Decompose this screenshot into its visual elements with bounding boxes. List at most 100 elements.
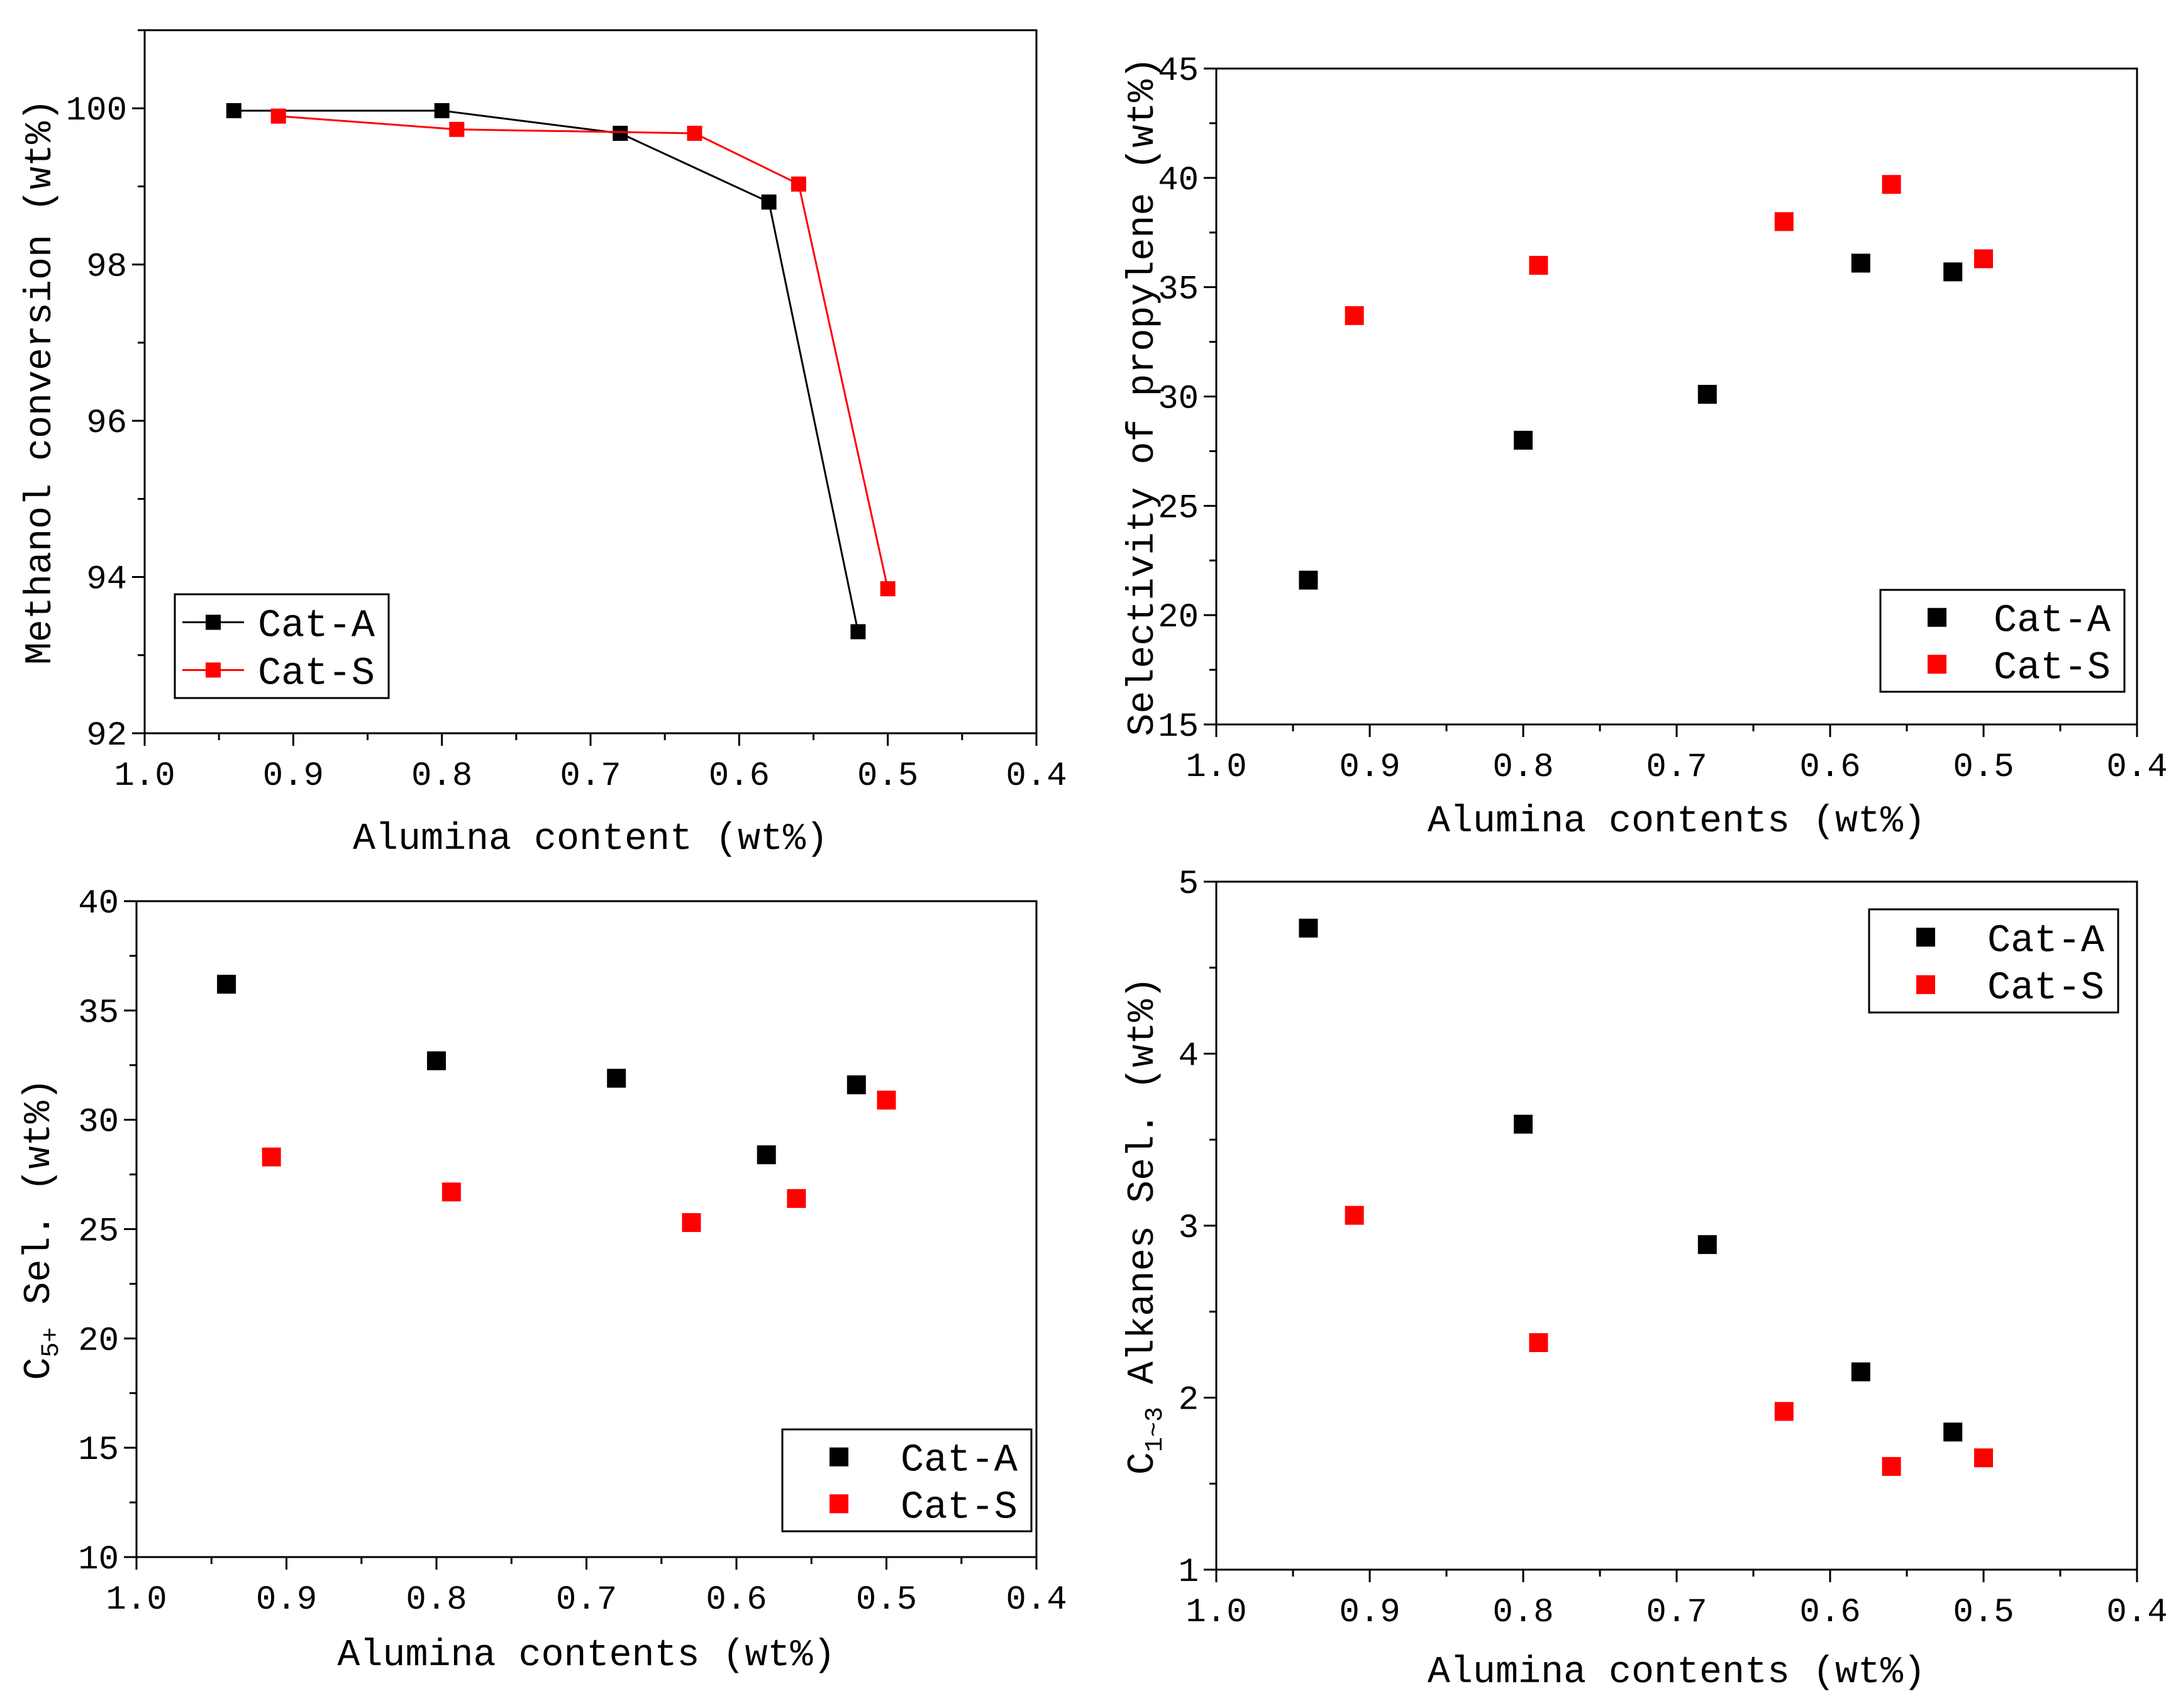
c5plus-y-tick-label: 25 [78, 1213, 119, 1251]
alkanes-x-tick-label: 0.7 [1646, 1594, 1707, 1632]
c5plus-y-tick-label: 20 [78, 1322, 119, 1360]
conversion-series-Cat-S [270, 108, 896, 597]
propylene-legend-marker-Cat-A [1928, 607, 1946, 627]
alkanes-x-tick-label: 1.0 [1185, 1594, 1246, 1632]
conversion-legend-marker-Cat-S [206, 662, 221, 678]
conversion-x-tick-label: 0.4 [1006, 757, 1067, 796]
alkanes-x-tick-label: 0.8 [1492, 1594, 1553, 1632]
alkanes-legend-marker-Cat-A [1916, 928, 1935, 947]
c5plus-x-tick-label: 1.0 [106, 1581, 167, 1619]
alkanes-x-tick-label: 0.9 [1339, 1594, 1400, 1632]
c5plus-x-tick-label: 0.6 [706, 1581, 767, 1619]
conversion-point-Cat-A [434, 103, 450, 118]
propylene-series-Cat-A [1299, 253, 1963, 590]
propylene-legend-label-Cat-S: Cat-S [1994, 645, 2111, 690]
c5plus-y-tick-label: 40 [78, 885, 119, 923]
conversion-legend-marker-Cat-A [206, 614, 221, 630]
c5plus-series-Cat-A [217, 975, 866, 1165]
propylene-y-tick-label: 30 [1158, 380, 1199, 419]
alkanes-series-Cat-S [1345, 1206, 1993, 1476]
propylene-x-tick-label: 0.8 [1492, 748, 1553, 787]
conversion-legend-label-Cat-S: Cat-S [258, 651, 375, 696]
conversion-point-Cat-S [880, 581, 896, 597]
propylene-y-axis-title: Selectivity of propylene (wt%) [1122, 57, 1165, 736]
c5plus-point-Cat-S [441, 1182, 461, 1202]
c5plus-y-tick-label: 35 [78, 994, 119, 1033]
c5plus-x-tick-label: 0.5 [856, 1581, 917, 1619]
alkanes-chart: 1.0 0.9 0.8 0.7 0.6 0.5 0.4 1 2 3 4 5 Alumina conten… [1122, 865, 2168, 1694]
conversion-x-tick-label: 0.8 [411, 757, 472, 796]
conversion-line-Cat-A [233, 109, 859, 632]
alkanes-y-tick-label: 5 [1179, 865, 1199, 904]
alkanes-legend-marker-Cat-S [1916, 975, 1935, 994]
propylene-y-tick-label: 25 [1158, 489, 1199, 528]
conversion-point-Cat-S [449, 121, 465, 137]
c5plus-series-Cat-S [262, 1090, 896, 1233]
propylene-point-Cat-S [1882, 175, 1901, 194]
c5plus-point-Cat-A [847, 1075, 866, 1095]
alkanes-y-tick-label: 4 [1179, 1038, 1199, 1076]
propylene-point-Cat-A [1851, 253, 1870, 273]
c5plus-y-axis-title: C5+ Sel. (wt%) [18, 1078, 66, 1380]
propylene-x-tick-label: 0.7 [1646, 748, 1707, 787]
propylene-point-Cat-S [1974, 249, 1993, 269]
conversion-y-axis-title: Methanol conversion (wt%) [19, 99, 62, 665]
conversion-y-tick-label: 94 [86, 561, 127, 599]
alkanes-y-tick-label: 3 [1179, 1209, 1199, 1248]
conversion-point-Cat-S [687, 125, 702, 141]
c5plus-point-Cat-S [787, 1189, 806, 1208]
alkanes-legend-label-Cat-S: Cat-S [1987, 966, 2104, 1011]
propylene-series-Cat-S [1345, 175, 1993, 325]
propylene-y-tick-label: 35 [1158, 271, 1199, 309]
c5plus-legend-box [781, 1428, 1033, 1533]
conversion-x-tick-label: 0.7 [560, 757, 621, 796]
c5plus-point-Cat-A [427, 1051, 446, 1070]
propylene-y-tick-label: 20 [1158, 599, 1199, 637]
alkanes-point-Cat-A [1697, 1235, 1717, 1255]
c5plus-point-Cat-S [682, 1213, 701, 1233]
propylene-x-tick-label: 0.5 [1953, 748, 2014, 787]
conversion-point-Cat-A [613, 125, 628, 141]
alkanes-series-Cat-A [1299, 918, 1963, 1442]
conversion-point-Cat-A [761, 194, 777, 210]
conversion-y-tick-label: 96 [86, 404, 127, 443]
alkanes-y-tick-label: 2 [1179, 1382, 1199, 1420]
conversion-series-Cat-A [226, 103, 866, 640]
propylene-point-Cat-S [1345, 306, 1364, 325]
alkanes-point-Cat-A [1851, 1362, 1870, 1382]
c5plus-y-tick-label: 10 [78, 1541, 119, 1579]
conversion-x-tick-label: 1.0 [114, 757, 175, 796]
alkanes-y-axis-title: C1~3 Alkanes Sel. (wt%) [1122, 977, 1170, 1475]
propylene-y-tick-label: 15 [1158, 708, 1199, 746]
propylene-x-tick-label: 0.6 [1799, 748, 1860, 787]
propylene-legend-box [1879, 589, 2126, 693]
propylene-legend-marker-Cat-S [1928, 655, 1946, 674]
propylene-x-axis-title: Alumina contents (wt%) [1428, 801, 1926, 843]
propylene-y-tick-label: 45 [1158, 52, 1199, 91]
propylene-point-Cat-A [1943, 262, 1963, 282]
propylene-chart: 1.0 0.9 0.8 0.7 0.6 0.5 0.4 15 20 25 30 35 40 45 Alumi… [1122, 52, 2168, 843]
conversion-point-Cat-S [270, 108, 286, 124]
propylene-legend-label-Cat-A: Cat-A [1994, 599, 2111, 643]
alkanes-point-Cat-A [1299, 918, 1318, 938]
propylene-point-Cat-A [1299, 570, 1318, 590]
conversion-y-tick-label: 92 [86, 717, 127, 755]
alkanes-x-tick-label: 0.5 [1953, 1594, 2014, 1632]
c5plus-x-tick-label: 0.4 [1006, 1581, 1067, 1619]
conversion-point-Cat-A [226, 103, 241, 118]
c5plus-x-tick-label: 0.8 [406, 1581, 467, 1619]
alkanes-point-Cat-A [1514, 1114, 1533, 1134]
c5plus-x-tick-label: 0.9 [256, 1581, 317, 1619]
c5plus-x-axis-title: Alumina contents (wt%) [337, 1634, 835, 1677]
conversion-x-tick-label: 0.6 [709, 757, 770, 796]
c5plus-point-Cat-S [877, 1090, 896, 1110]
alkanes-legend-label-Cat-A: Cat-A [1987, 918, 2105, 963]
alkanes-y-tick-label: 1 [1179, 1553, 1199, 1592]
alkanes-x-tick-label: 0.6 [1799, 1594, 1860, 1632]
alkanes-legend-box [1868, 908, 2119, 1014]
c5plus-y-tick-label: 30 [78, 1104, 119, 1142]
conversion-legend-label-Cat-A: Cat-A [258, 604, 375, 648]
c5plus-point-Cat-A [757, 1145, 776, 1165]
